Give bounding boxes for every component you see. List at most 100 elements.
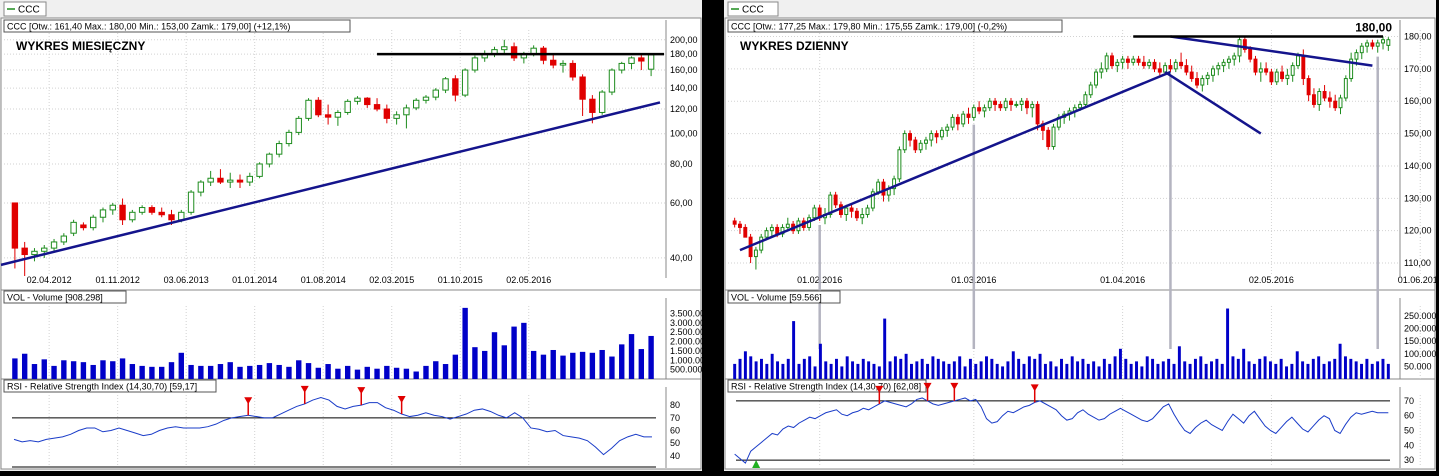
rsi-sell-signal-icon — [357, 387, 366, 395]
candle-body — [1184, 65, 1189, 73]
volume-bar — [589, 352, 596, 379]
candle — [344, 99, 351, 115]
price-tick-label: 160,00 — [1404, 96, 1432, 106]
candle-body — [129, 211, 136, 221]
volume-bar — [1161, 361, 1165, 379]
candle-body — [285, 131, 293, 145]
candle — [266, 152, 273, 168]
candle — [1104, 52, 1109, 73]
panel-1-frame-1 — [724, 289, 1436, 382]
candle-body — [1195, 78, 1199, 86]
price-tick-label: 100,00 — [670, 129, 698, 139]
candle-body — [178, 211, 185, 221]
candle — [966, 107, 971, 124]
volume-bar — [910, 363, 913, 379]
candle — [1141, 55, 1146, 69]
candle — [373, 98, 381, 112]
volume-bar — [1065, 363, 1069, 379]
volume-bar — [1231, 356, 1235, 379]
candle — [559, 60, 567, 73]
candle-body — [1306, 78, 1311, 96]
candle-body — [1110, 55, 1114, 67]
volume-tick-label: 250.000 — [1404, 311, 1437, 321]
candle-body — [471, 57, 479, 71]
volume-bar — [159, 366, 165, 379]
volume-bar — [325, 364, 331, 379]
resistance-trendline — [1170, 35, 1373, 67]
candle — [608, 68, 616, 96]
volume-bar — [802, 358, 806, 379]
volume-bar — [619, 344, 625, 379]
candle — [1375, 39, 1380, 53]
candle-body — [1290, 65, 1295, 76]
volume-bar — [1129, 363, 1133, 379]
price-tick-label: 120,00 — [1404, 226, 1432, 236]
candle-body — [849, 207, 854, 212]
candle — [638, 54, 645, 71]
candle — [90, 214, 97, 231]
volume-bar — [1011, 351, 1015, 379]
volume-bar — [1017, 358, 1021, 379]
panel-1-volume-header-text: VOL - Volume [59.566] — [731, 293, 822, 303]
candle — [334, 110, 342, 126]
volume-bar — [178, 352, 184, 379]
candle — [865, 204, 870, 218]
volume-bar — [1060, 358, 1063, 379]
candle-body — [1211, 68, 1215, 76]
candle — [138, 205, 146, 215]
date-tick-label: 01.06.2016 — [1398, 275, 1439, 285]
date-tick-label: 02.05.2016 — [1249, 275, 1294, 285]
volume-bar — [872, 363, 876, 379]
panel-0-tab[interactable]: CCC — [3, 1, 47, 17]
candle — [11, 202, 19, 269]
candle — [1386, 37, 1391, 51]
volume-bar — [1177, 346, 1181, 379]
candle — [1211, 65, 1215, 82]
candle-body — [902, 133, 907, 151]
volume-bar — [1199, 356, 1203, 379]
volume-bar — [1076, 361, 1080, 379]
volume-bar — [207, 365, 214, 379]
candle-body — [266, 153, 273, 165]
volume-bar — [266, 363, 273, 379]
volume-bar — [904, 353, 908, 379]
candle — [743, 224, 748, 238]
volume-bar — [648, 335, 654, 379]
volume-bar — [550, 349, 556, 379]
candle — [99, 207, 107, 223]
support-trendline — [739, 70, 1171, 252]
candle — [918, 140, 923, 153]
rsi-tick-label: 50 — [1404, 426, 1414, 436]
candle-body — [442, 78, 449, 91]
candle-body — [918, 142, 923, 151]
candle-body — [785, 223, 790, 228]
candle — [945, 123, 950, 137]
candle-body — [1173, 61, 1178, 70]
candle — [897, 146, 902, 183]
candle-body — [70, 221, 77, 234]
rsi-tick-label: 60 — [1404, 411, 1414, 421]
rsi-tick-label: 50 — [670, 438, 680, 448]
price-tick-label: 40,00 — [670, 253, 693, 263]
candle — [1306, 75, 1311, 102]
price-tick-label: 160,00 — [670, 65, 698, 75]
candle — [1338, 94, 1343, 115]
volume-bar — [1360, 363, 1364, 379]
panel-0-frame-1 — [0, 289, 702, 382]
candle — [1349, 52, 1354, 82]
volume-bar — [1258, 358, 1262, 379]
candle — [939, 127, 944, 141]
volume-bar — [888, 361, 892, 379]
panel-1-tab[interactable]: CCC — [727, 1, 779, 17]
volume-bar — [1049, 361, 1053, 379]
candle-body — [924, 139, 928, 144]
candle — [849, 204, 854, 218]
candle — [403, 104, 410, 129]
candle — [275, 140, 283, 158]
candle — [1242, 36, 1247, 53]
candle-body — [1280, 71, 1285, 80]
rsi-sell-signal-icon — [1030, 384, 1039, 392]
panel-0-volume-header: VOL - Volume [908.298] — [3, 290, 127, 304]
panel-0-volume-header-text: VOL - Volume [908.298] — [7, 293, 103, 303]
candle — [1290, 62, 1295, 82]
